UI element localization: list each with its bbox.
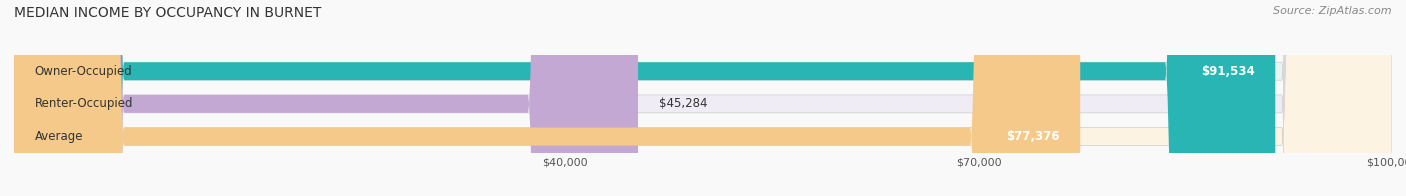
Text: MEDIAN INCOME BY OCCUPANCY IN BURNET: MEDIAN INCOME BY OCCUPANCY IN BURNET [14, 6, 322, 20]
Text: $91,534: $91,534 [1201, 65, 1254, 78]
FancyBboxPatch shape [14, 0, 638, 196]
Text: $77,376: $77,376 [1007, 130, 1060, 143]
FancyBboxPatch shape [14, 0, 1392, 196]
Text: Renter-Occupied: Renter-Occupied [35, 97, 134, 110]
Text: Owner-Occupied: Owner-Occupied [35, 65, 132, 78]
FancyBboxPatch shape [14, 0, 1392, 196]
FancyBboxPatch shape [14, 0, 1392, 196]
Text: $45,284: $45,284 [658, 97, 707, 110]
Text: Average: Average [35, 130, 83, 143]
FancyBboxPatch shape [14, 0, 1275, 196]
FancyBboxPatch shape [14, 0, 1080, 196]
Text: Source: ZipAtlas.com: Source: ZipAtlas.com [1274, 6, 1392, 16]
